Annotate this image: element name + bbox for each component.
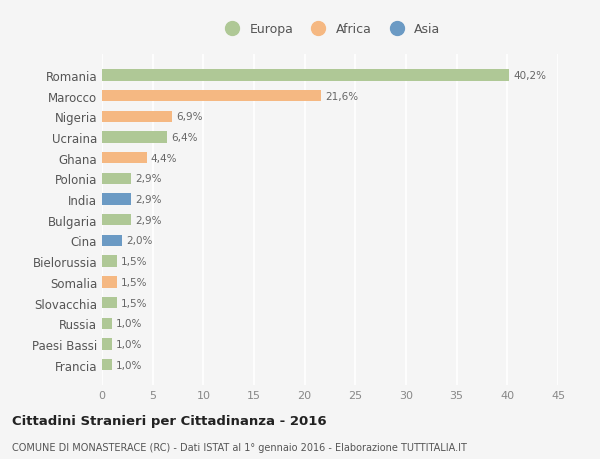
Text: 6,4%: 6,4% (171, 133, 197, 143)
Text: 2,9%: 2,9% (136, 174, 162, 184)
Text: 1,5%: 1,5% (121, 277, 148, 287)
Text: 1,0%: 1,0% (116, 360, 143, 370)
Bar (102, 339, 112, 350)
Text: Cittadini Stranieri per Cittadinanza - 2016: Cittadini Stranieri per Cittadinanza - 2… (12, 414, 326, 428)
Bar (102, 359, 112, 370)
Bar (102, 153, 146, 164)
Bar (102, 194, 131, 205)
Bar (102, 70, 509, 81)
Bar (102, 215, 131, 226)
Text: 40,2%: 40,2% (514, 71, 547, 81)
Text: 2,0%: 2,0% (127, 236, 152, 246)
Text: 6,9%: 6,9% (176, 112, 202, 122)
Bar (102, 256, 117, 267)
Text: 4,4%: 4,4% (151, 153, 177, 163)
Text: 1,5%: 1,5% (121, 257, 148, 267)
Text: 2,9%: 2,9% (136, 195, 162, 205)
Legend: Europa, Africa, Asia: Europa, Africa, Asia (215, 18, 445, 41)
Bar (102, 174, 131, 185)
Text: 1,5%: 1,5% (121, 298, 148, 308)
Text: COMUNE DI MONASTERACE (RC) - Dati ISTAT al 1° gennaio 2016 - Elaborazione TUTTIT: COMUNE DI MONASTERACE (RC) - Dati ISTAT … (12, 442, 467, 452)
Bar (102, 112, 172, 123)
Text: 2,9%: 2,9% (136, 215, 162, 225)
Text: 1,0%: 1,0% (116, 319, 143, 329)
Bar (102, 297, 117, 308)
Text: 1,0%: 1,0% (116, 339, 143, 349)
Bar (102, 91, 321, 102)
Bar (102, 318, 112, 329)
Bar (102, 277, 117, 288)
Bar (102, 235, 122, 246)
Text: 21,6%: 21,6% (325, 91, 358, 101)
Bar (102, 132, 167, 143)
